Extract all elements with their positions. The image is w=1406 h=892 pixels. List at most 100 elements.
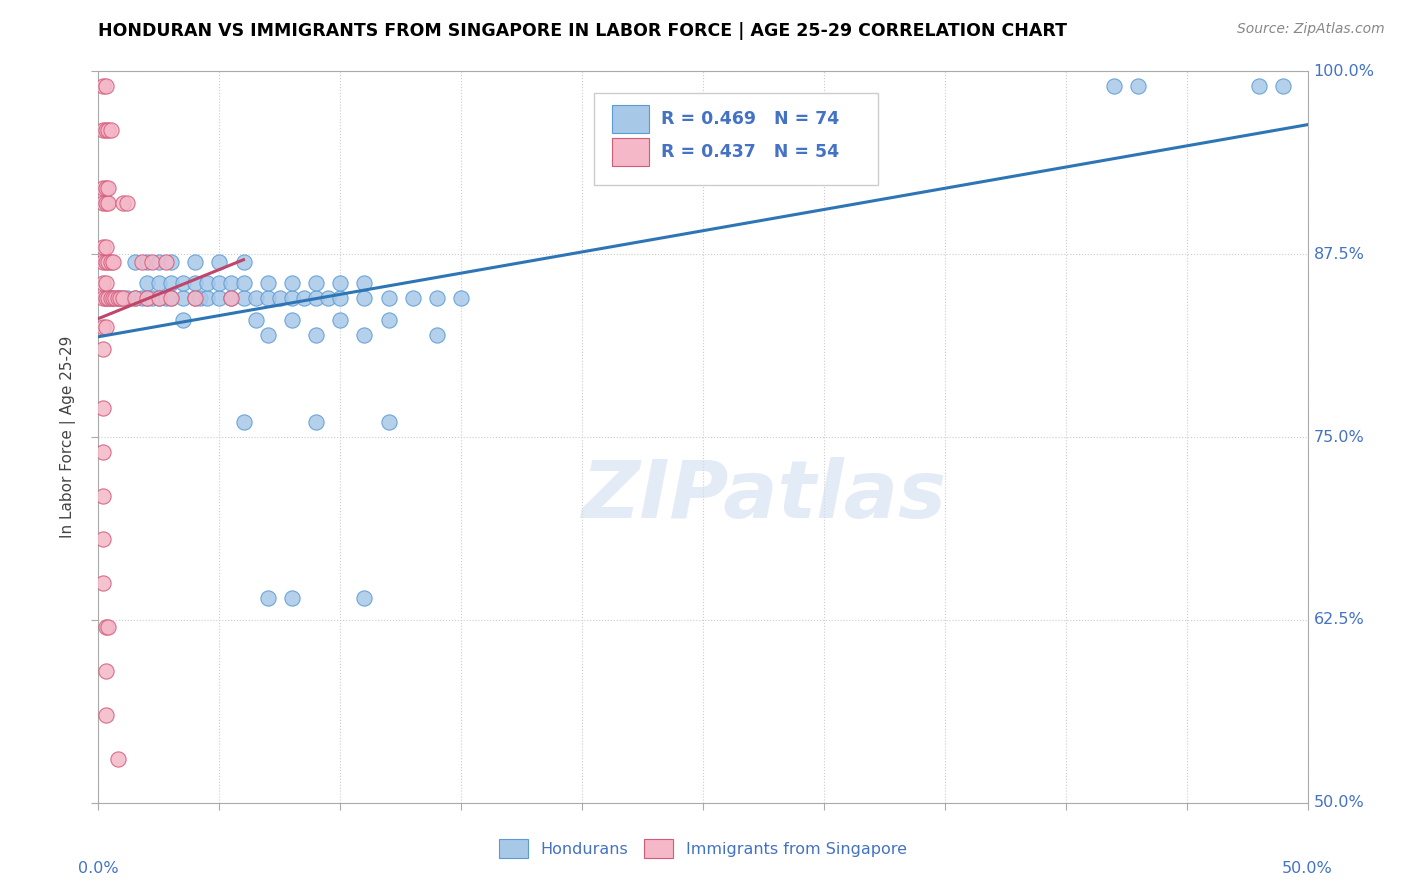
Point [141,291,163,305]
Point [184,291,207,305]
Point [377,291,399,305]
Point [1272,78,1295,93]
Point [353,591,375,605]
Point [94,291,117,305]
Point [108,291,131,305]
Point [91,444,114,458]
Point [97,620,120,634]
Point [94,196,117,211]
Point [91,240,114,254]
Point [111,291,134,305]
Point [184,254,207,268]
Point [107,291,129,305]
Point [188,291,211,305]
Point [124,254,146,268]
Point [91,343,114,357]
Point [329,291,352,305]
Point [94,664,117,678]
Point [91,123,114,137]
Point [208,277,231,291]
Point [104,291,127,305]
Point [172,277,194,291]
Text: HONDURAN VS IMMIGRANTS FROM SINGAPORE IN LABOR FORCE | AGE 25-29 CORRELATION CHA: HONDURAN VS IMMIGRANTS FROM SINGAPORE IN… [98,22,1067,40]
Point [107,291,129,305]
Point [377,416,399,430]
Point [450,291,472,305]
Point [316,291,339,305]
Point [100,291,122,305]
Point [172,291,194,305]
Point [281,291,304,305]
Point [256,277,278,291]
Point [426,291,449,305]
Point [91,181,114,195]
Point [94,320,117,334]
Point [208,254,231,268]
Point [135,291,157,305]
Point [292,291,315,305]
Point [91,254,114,268]
Point [131,254,153,268]
Legend: Hondurans, Immigrants from Singapore: Hondurans, Immigrants from Singapore [492,833,914,864]
Point [281,313,304,327]
Point [155,291,177,305]
Point [91,277,114,291]
Point [148,277,170,291]
Point [281,277,304,291]
Point [160,254,183,268]
Point [281,591,304,605]
Point [155,254,177,268]
Point [135,277,157,291]
Point [111,291,134,305]
Point [111,196,134,211]
Point [256,327,278,342]
FancyBboxPatch shape [595,94,879,185]
Point [91,320,114,334]
Point [94,240,117,254]
Point [100,123,122,137]
Point [91,533,114,547]
Point [353,291,375,305]
Point [305,416,328,430]
Point [94,123,117,137]
Point [353,277,375,291]
Point [232,291,254,305]
Point [107,752,129,766]
Point [100,254,122,268]
Point [1249,78,1271,93]
Point [184,291,207,305]
Text: ZIPatlas: ZIPatlas [581,457,946,534]
Point [184,277,207,291]
Point [100,291,122,305]
Text: 100.0%: 100.0% [1313,64,1375,78]
Point [91,291,114,305]
Point [131,291,153,305]
Text: Source: ZipAtlas.com: Source: ZipAtlas.com [1237,22,1385,37]
Text: 50.0%: 50.0% [1282,862,1333,876]
FancyBboxPatch shape [613,138,648,166]
Point [94,620,117,634]
Point [91,401,114,415]
Point [94,181,117,195]
Point [117,196,139,211]
Point [256,291,278,305]
Point [172,313,194,327]
Point [91,576,114,591]
Point [402,291,425,305]
Point [97,196,120,211]
Point [245,291,267,305]
Point [117,291,139,305]
Point [305,327,328,342]
Point [94,254,117,268]
Point [124,291,146,305]
Text: R = 0.469   N = 74: R = 0.469 N = 74 [661,110,839,128]
Point [101,254,124,268]
Point [160,291,183,305]
Point [377,313,399,327]
Text: 75.0%: 75.0% [1313,430,1364,444]
Point [148,254,170,268]
Point [97,254,120,268]
Point [232,416,254,430]
Point [221,291,243,305]
Text: R = 0.437   N = 54: R = 0.437 N = 54 [661,143,839,161]
